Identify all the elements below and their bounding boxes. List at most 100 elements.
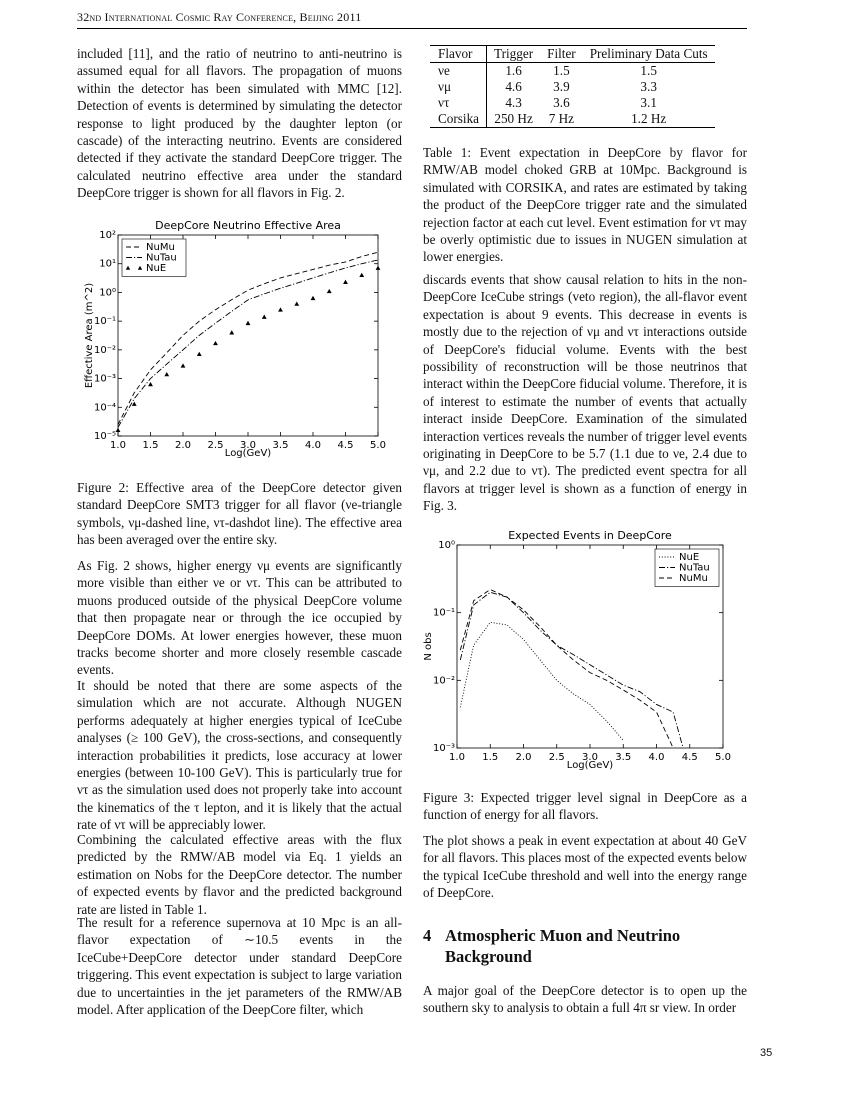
x-tick-label: 3.0 [582, 752, 598, 763]
data-point [213, 340, 218, 346]
table-header-row: Flavor Trigger Filter Preliminary Data C… [430, 45, 715, 63]
x-tick-label: 1.0 [449, 752, 465, 763]
data-point [261, 314, 267, 319]
y-tick-label: 10⁻¹ [94, 316, 116, 327]
data-point [131, 401, 137, 406]
y-tick-label: 10⁻² [94, 345, 116, 356]
y-tick-label: 10⁰ [99, 287, 116, 298]
legend-swatch [137, 265, 143, 270]
paragraph: As Fig. 2 shows, higher energy νμ events… [77, 558, 402, 678]
x-tick-label: 3.5 [273, 440, 289, 451]
y-tick-label: 10⁻⁵ [94, 431, 116, 442]
paragraph: It should be noted that there are some a… [77, 678, 402, 833]
x-tick-label: 4.5 [682, 752, 698, 763]
legend-label: NuTau [146, 253, 177, 264]
data-point [375, 265, 381, 270]
data-point [343, 279, 348, 284]
y-tick-label: 10² [99, 230, 116, 241]
y-tick-label: 10⁻⁴ [94, 402, 116, 413]
legend-swatch [125, 265, 131, 270]
paragraph: Combining the calculated effective areas… [77, 832, 402, 917]
table-cell: 4.6 [505, 79, 522, 94]
chart-title: DeepCore Neutrino Effective Area [155, 219, 341, 232]
section-heading: 4 Atmospheric Muon and Neutrino Backgrou… [423, 925, 747, 967]
header-rule [77, 28, 747, 29]
legend-label: NuMu [679, 573, 708, 584]
table-header: Trigger [486, 45, 541, 63]
section-title: Atmospheric Muon and Neutrino Background [445, 926, 681, 966]
x-tick-label: 3.5 [615, 752, 631, 763]
table-header: Preliminary Data Cuts [582, 45, 715, 63]
table-cell: 3.9 [553, 79, 570, 94]
table-cell: 4.3 [505, 95, 522, 110]
table-row: νμ 4.6 3.9 3.3 [430, 79, 715, 95]
table-cell: ντ [430, 95, 488, 111]
table-cell: 1.6 [505, 63, 522, 78]
table-cell: 3.3 [640, 79, 657, 94]
legend-label: NuE [146, 263, 166, 274]
y-axis-label: N obs [423, 632, 434, 660]
data-point [245, 320, 251, 326]
x-tick-label: 4.0 [649, 752, 665, 763]
table-header: Flavor [430, 45, 488, 63]
data-point [326, 288, 332, 294]
legend-label: NuTau [679, 563, 710, 574]
table-cell: 3.6 [553, 95, 570, 110]
table-caption: Table 1: Event expectation in DeepCore b… [423, 145, 747, 265]
page-number: 35 [760, 1047, 773, 1059]
data-point [278, 307, 283, 312]
table-cell: 7 Hz [540, 111, 583, 128]
table: Flavor Trigger Filter Preliminary Data C… [430, 45, 715, 128]
table-cell: Corsika [430, 111, 488, 128]
legend-box [121, 238, 187, 277]
table-cell: νμ [430, 79, 488, 95]
x-tick-label: 1.5 [143, 440, 159, 451]
x-axis-label: Log(GeV) [567, 760, 614, 771]
series-line [117, 259, 379, 428]
data-point [148, 381, 153, 387]
y-tick-label: 10¹ [99, 259, 116, 270]
y-tick-label: 10⁰ [438, 540, 455, 551]
table-row: ντ 4.3 3.6 3.1 [430, 95, 715, 111]
series-line [459, 591, 684, 749]
y-tick-label: 10⁻³ [433, 743, 455, 754]
paragraph: The plot shows a peak in event expectati… [423, 833, 747, 901]
x-tick-label: 2.0 [175, 440, 191, 451]
figure-caption: Figure 2: Effective area of the DeepCore… [77, 480, 402, 548]
series-line [459, 621, 624, 741]
data-point [229, 330, 235, 335]
running-header: 32nd International Cosmic Ray Conference… [77, 10, 362, 24]
x-tick-label: 5.0 [370, 440, 386, 451]
y-tick-label: 10⁻¹ [433, 608, 455, 619]
x-tick-label: 2.5 [549, 752, 565, 763]
paragraph: discards events that show causal relatio… [423, 272, 747, 514]
data-point [196, 351, 202, 357]
section-number: 4 [423, 926, 432, 945]
x-tick-label: 5.0 [715, 752, 731, 763]
x-tick-label: 4.5 [338, 440, 354, 451]
y-tick-label: 10⁻³ [94, 374, 116, 385]
data-point [180, 363, 186, 368]
table-header: Filter [540, 45, 583, 63]
series-line [459, 588, 674, 749]
legend-label: NuE [679, 552, 699, 563]
chart-title: Expected Events in DeepCore [508, 529, 672, 542]
y-tick-label: 10⁻² [433, 675, 455, 686]
legend-box [654, 548, 720, 587]
table-cell: 3.1 [640, 95, 657, 110]
x-tick-label: 2.5 [208, 440, 224, 451]
x-tick-label: 1.5 [482, 752, 498, 763]
chart: DeepCore Neutrino Effective Area Log(GeV)… [84, 219, 386, 459]
x-tick-label: 3.0 [240, 440, 256, 451]
series-line [117, 251, 379, 425]
table-cell: 1.5 [553, 63, 570, 78]
table-row: Corsika 250 Hz 7 Hz 1.2 Hz [430, 111, 715, 128]
data-point [115, 427, 121, 433]
x-tick-label: 4.0 [305, 440, 321, 451]
table-cell: 1.2 Hz [582, 111, 715, 128]
paragraph: The result for a reference supernova at … [77, 915, 402, 1018]
